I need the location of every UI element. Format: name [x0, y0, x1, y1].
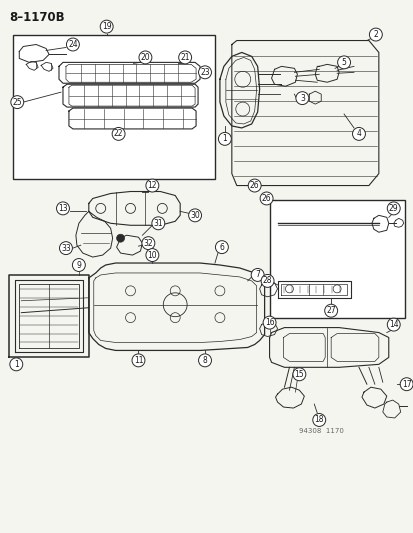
- Text: 25: 25: [12, 98, 22, 107]
- Text: 33: 33: [61, 244, 71, 253]
- Circle shape: [259, 192, 273, 205]
- Text: 3: 3: [299, 94, 304, 103]
- Text: 27: 27: [325, 306, 335, 315]
- Text: 6: 6: [219, 243, 224, 252]
- Text: 7: 7: [254, 270, 259, 279]
- Circle shape: [59, 241, 72, 255]
- Circle shape: [57, 202, 69, 215]
- Circle shape: [178, 51, 191, 64]
- Text: 18: 18: [314, 415, 323, 424]
- Circle shape: [139, 51, 152, 64]
- Text: 15: 15: [294, 370, 304, 379]
- Circle shape: [368, 28, 381, 41]
- Circle shape: [10, 358, 23, 371]
- Text: 8–1170B: 8–1170B: [9, 11, 65, 24]
- Text: 2: 2: [373, 30, 377, 39]
- Text: 13: 13: [58, 204, 68, 213]
- Text: 19: 19: [102, 22, 111, 31]
- Circle shape: [218, 132, 231, 146]
- Circle shape: [11, 95, 24, 109]
- Circle shape: [312, 414, 325, 426]
- Text: 23: 23: [200, 68, 209, 77]
- Text: 17: 17: [401, 379, 411, 389]
- Circle shape: [248, 179, 261, 192]
- Circle shape: [351, 127, 365, 140]
- Text: 16: 16: [264, 318, 274, 327]
- Text: 1: 1: [222, 134, 227, 143]
- Circle shape: [337, 56, 350, 69]
- Circle shape: [295, 92, 308, 104]
- Circle shape: [142, 237, 154, 249]
- Text: 11: 11: [133, 356, 143, 365]
- Text: 8: 8: [202, 356, 207, 365]
- Text: 24: 24: [68, 40, 78, 49]
- Text: 31: 31: [153, 219, 163, 228]
- Circle shape: [112, 127, 125, 140]
- Circle shape: [145, 248, 159, 262]
- Circle shape: [152, 217, 164, 230]
- Text: 1: 1: [14, 360, 19, 369]
- Circle shape: [261, 274, 273, 287]
- Text: 20: 20: [140, 53, 150, 62]
- Text: 22: 22: [114, 130, 123, 139]
- Circle shape: [386, 318, 399, 331]
- Text: 21: 21: [180, 53, 190, 62]
- Text: 14: 14: [388, 320, 398, 329]
- Circle shape: [66, 38, 79, 51]
- Circle shape: [399, 378, 412, 391]
- Circle shape: [188, 209, 201, 222]
- Text: 9: 9: [76, 261, 81, 270]
- Circle shape: [292, 368, 305, 381]
- Circle shape: [386, 202, 399, 215]
- Circle shape: [116, 234, 124, 242]
- Circle shape: [132, 354, 145, 367]
- Circle shape: [198, 354, 211, 367]
- Text: 10: 10: [147, 251, 157, 260]
- Circle shape: [198, 66, 211, 79]
- Bar: [269, 200, 404, 318]
- Text: 30: 30: [190, 211, 199, 220]
- Circle shape: [215, 241, 228, 254]
- Text: 94308  1170: 94308 1170: [299, 428, 344, 434]
- Bar: [13, 35, 214, 179]
- Text: 4: 4: [356, 130, 361, 139]
- Circle shape: [145, 179, 159, 192]
- Text: 32: 32: [143, 239, 153, 248]
- Text: 5: 5: [341, 58, 346, 67]
- Text: 26: 26: [249, 181, 259, 190]
- Text: 28: 28: [262, 277, 272, 285]
- Text: 29: 29: [388, 204, 398, 213]
- Text: 26: 26: [261, 194, 271, 203]
- Circle shape: [263, 316, 275, 329]
- Text: 12: 12: [147, 181, 157, 190]
- Circle shape: [72, 259, 85, 271]
- Circle shape: [100, 20, 113, 33]
- Circle shape: [324, 304, 337, 317]
- Circle shape: [251, 269, 263, 281]
